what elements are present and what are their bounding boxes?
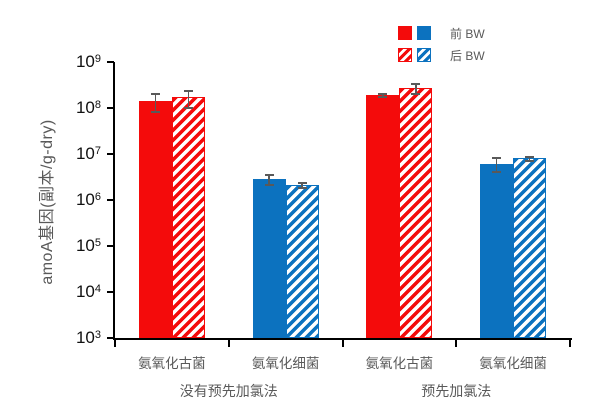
y-tick-label: 103 xyxy=(75,328,101,347)
x-group-label: 没有预先加氯法 xyxy=(179,383,278,399)
bar-氨氧化古菌-前 BW xyxy=(138,101,172,338)
x-category-label: 氨氧化细菌 xyxy=(251,356,320,371)
x-tick-mark xyxy=(569,340,571,347)
bar-氨氧化细菌-前 BW xyxy=(480,164,514,338)
error-bar-cap-bottom xyxy=(297,187,307,190)
error-bar-stem xyxy=(382,93,384,97)
y-tick-label: 107 xyxy=(75,144,101,163)
error-bar-stem xyxy=(187,90,190,108)
error-bar-stem xyxy=(528,156,531,161)
error-bar-cap-bottom xyxy=(183,107,193,109)
x-category-label: 氨氧化古菌 xyxy=(365,356,434,371)
bar-氨氧化古菌-后 BW xyxy=(399,88,433,338)
legend-row-after: 后 BW xyxy=(398,48,485,63)
x-tick-mark xyxy=(455,340,458,347)
y-tick-label: 109 xyxy=(75,52,101,71)
y-tick-mark xyxy=(107,61,114,63)
bar-氨氧化古菌-前 BW xyxy=(366,95,400,338)
y-tick-label: 106 xyxy=(75,190,101,209)
error-bar-cap-bottom xyxy=(492,171,502,174)
error-bar-cap-bottom xyxy=(411,93,421,96)
error-bar-cap-top xyxy=(150,93,160,96)
error-bar-stem xyxy=(268,174,270,186)
y-tick-mark xyxy=(107,199,114,201)
legend-swatch-blue-hatched xyxy=(417,48,431,62)
x-tick-mark xyxy=(114,340,116,347)
legend-label-before: 前 BW xyxy=(450,26,485,41)
y-tick-mark xyxy=(107,291,114,293)
x-category-label: 氨氧化古菌 xyxy=(138,356,206,371)
error-bar-cap-top xyxy=(525,155,535,158)
legend-label-after: 后 BW xyxy=(450,48,485,63)
x-tick-mark xyxy=(227,340,230,347)
legend-swatch-blue-solid xyxy=(417,26,431,40)
error-bar-cap-top xyxy=(492,157,502,160)
error-bar-stem xyxy=(415,83,417,95)
error-bar-stem xyxy=(154,94,157,113)
y-tick-label: 108 xyxy=(75,98,101,117)
y-tick-label: 105 xyxy=(75,236,101,255)
error-bar-cap-top xyxy=(378,92,388,95)
x-axis-line xyxy=(113,338,572,340)
error-bar-cap-bottom xyxy=(150,111,160,114)
y-tick-mark xyxy=(107,107,114,109)
legend-swatch-red-solid xyxy=(398,26,412,40)
bar-氨氧化细菌-后 BW xyxy=(285,185,319,338)
bar-氨氧化古菌-后 BW xyxy=(171,97,205,338)
legend-swatch-red-hatched xyxy=(398,48,412,62)
error-bar-cap-top xyxy=(264,173,274,176)
y-tick-mark xyxy=(107,337,114,339)
error-bar-cap-bottom xyxy=(264,184,274,187)
error-bar-cap-top xyxy=(183,89,193,92)
error-bar-cap-bottom xyxy=(378,95,388,98)
error-bar-cap-top xyxy=(411,82,421,85)
y-tick-label: 104 xyxy=(75,282,101,301)
bar-氨氧化细菌-后 BW xyxy=(513,158,547,338)
y-axis-line xyxy=(113,62,115,340)
legend-row-before: 前 BW xyxy=(398,26,485,41)
x-category-label: 氨氧化细菌 xyxy=(479,356,547,371)
y-tick-mark xyxy=(107,153,114,155)
error-bar-stem xyxy=(495,158,498,173)
y-tick-mark xyxy=(107,245,114,247)
error-bar-stem xyxy=(301,182,303,189)
chart-legend: 前 BW 后 BW xyxy=(398,26,485,70)
x-tick-mark xyxy=(341,340,344,347)
error-bar-cap-bottom xyxy=(525,159,535,162)
error-bar-cap-top xyxy=(297,181,307,184)
x-group-label: 预先加氯法 xyxy=(421,383,492,399)
bar-氨氧化细菌-前 BW xyxy=(252,179,286,338)
